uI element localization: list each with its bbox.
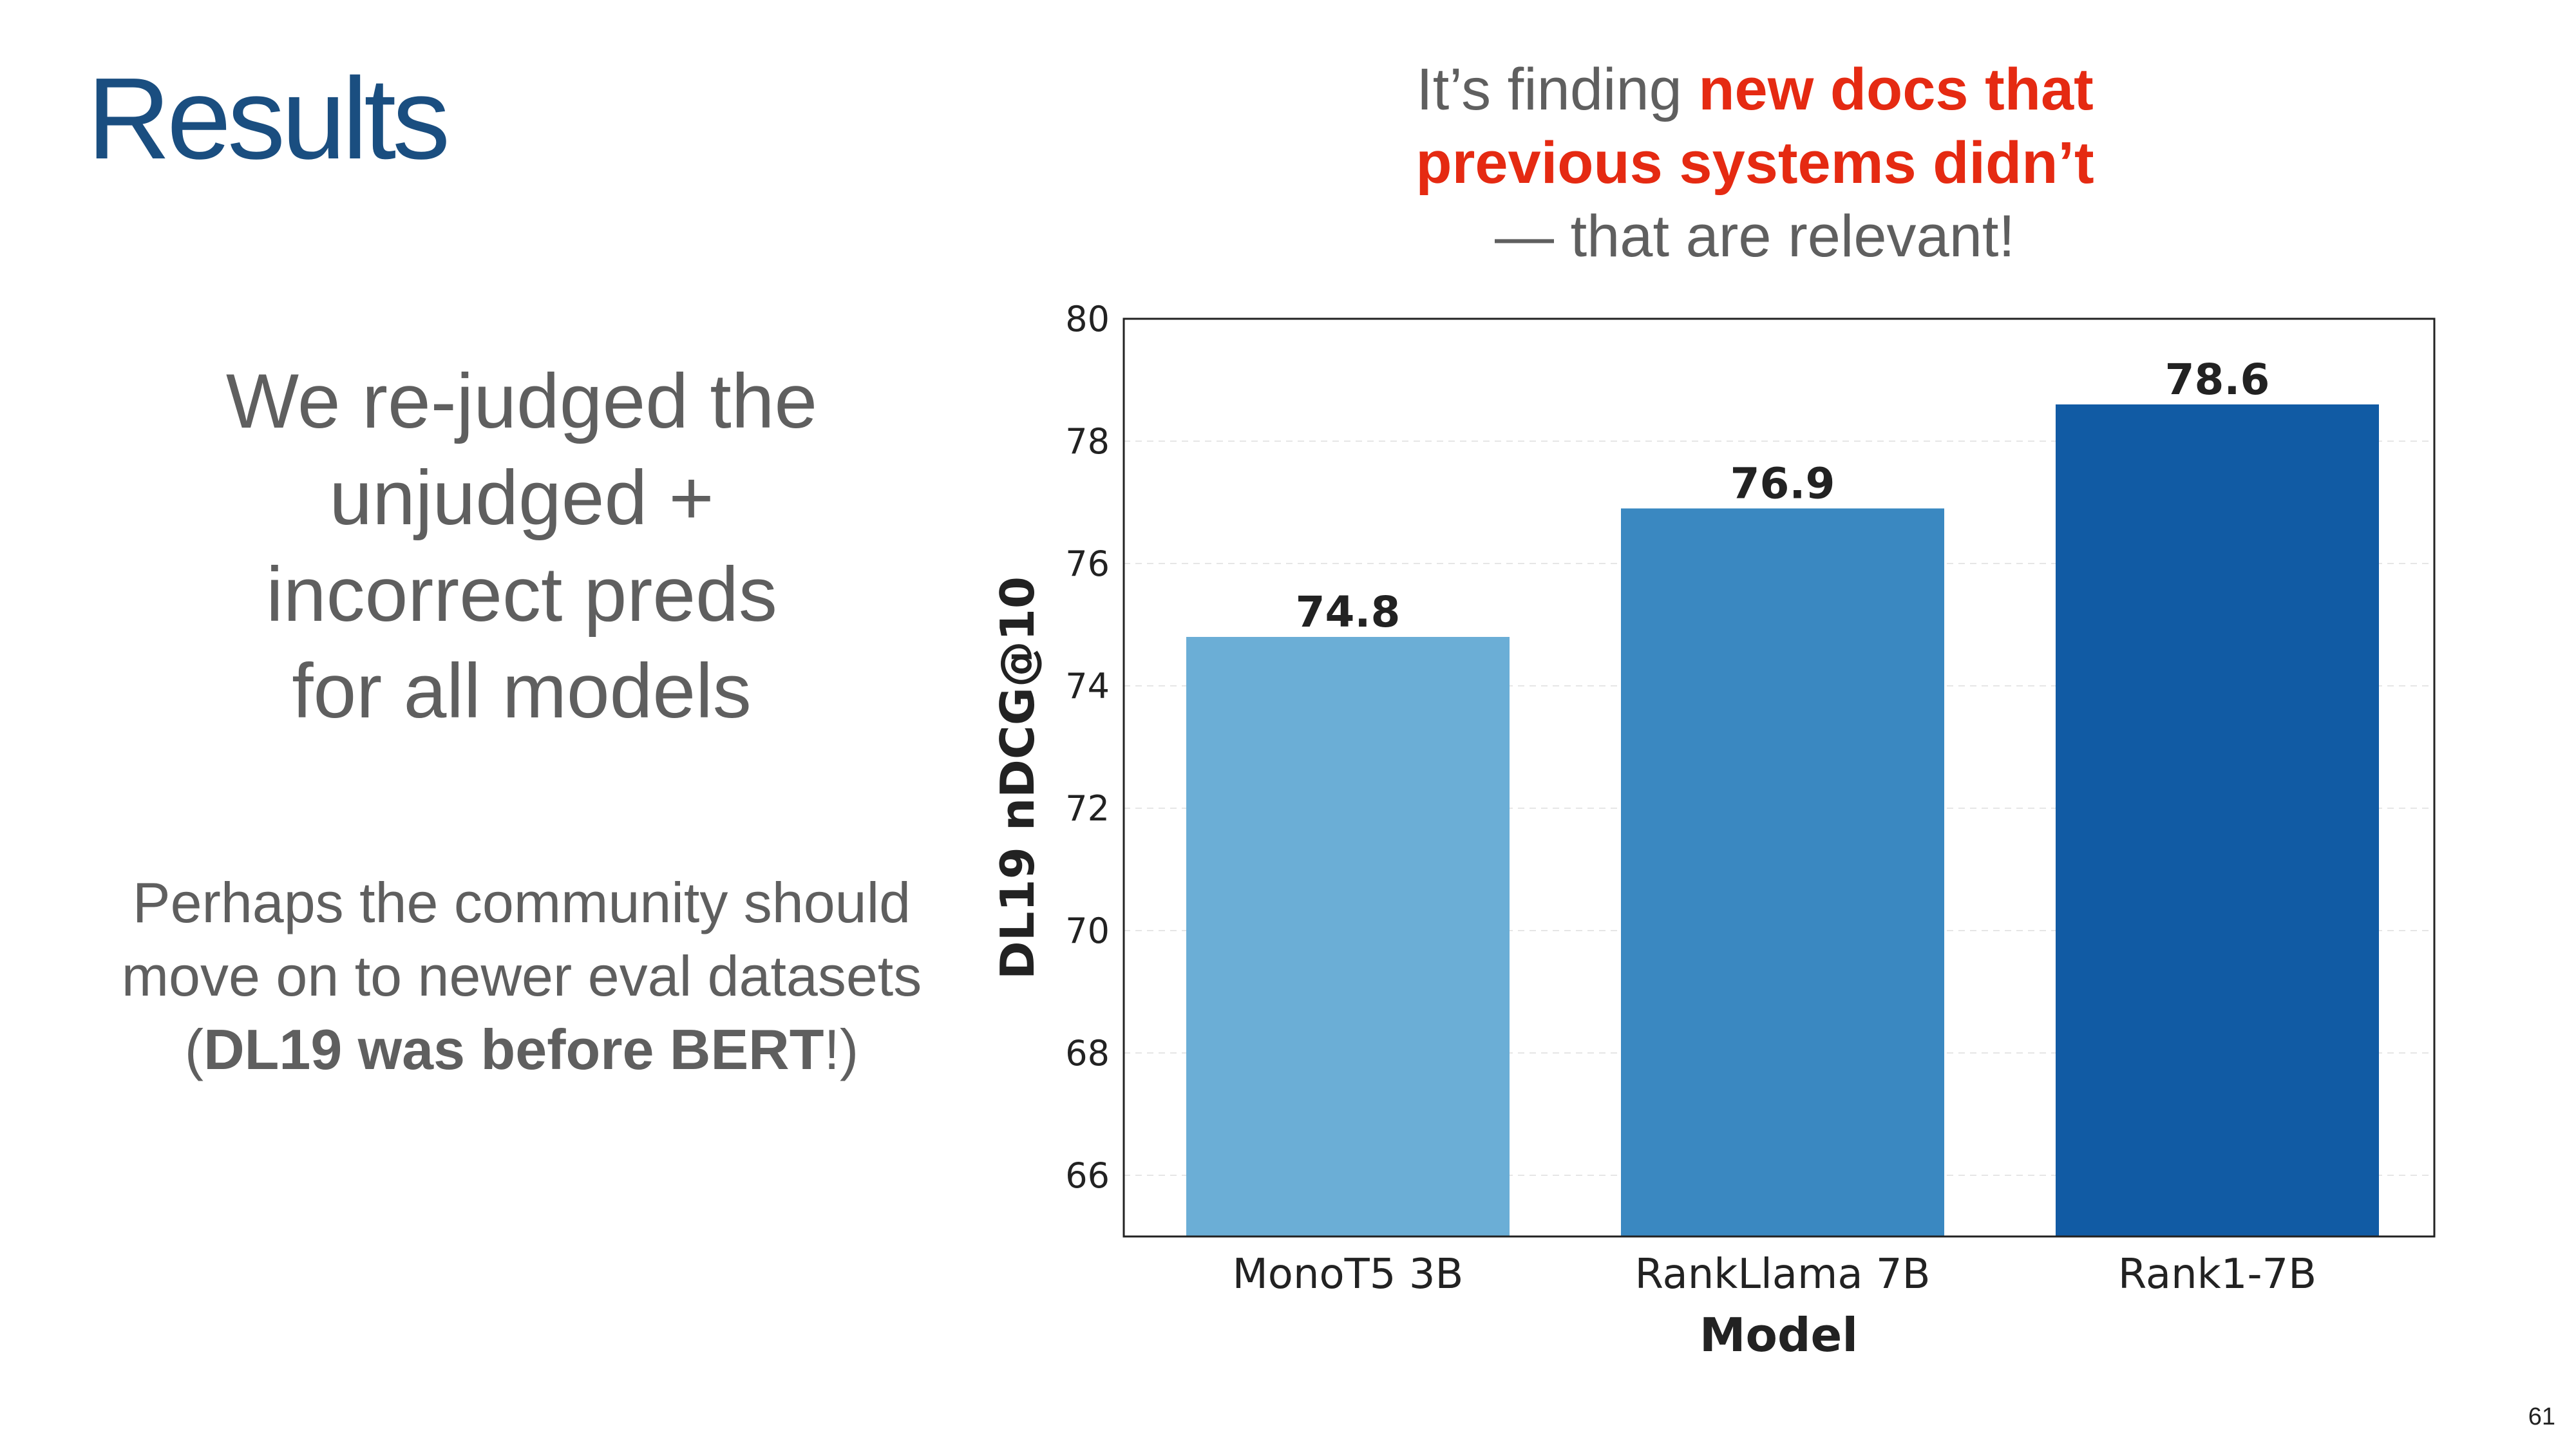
note-end: !) xyxy=(824,1018,859,1081)
callout-end: — that are relevant! xyxy=(1495,204,2015,269)
callout-text: It’s finding xyxy=(1416,57,1699,122)
x-tick-label: Rank1-7B xyxy=(2118,1251,2316,1298)
note-bold: DL19 was before BERT xyxy=(204,1018,824,1081)
bar xyxy=(1186,637,1510,1236)
chart-bars xyxy=(1186,404,2379,1236)
main-line-4: for all models xyxy=(292,648,752,734)
y-tick-label: 72 xyxy=(1065,788,1110,829)
callout: It’s finding new docs that previous syst… xyxy=(1320,53,2190,273)
main-line-2: unjudged + xyxy=(329,455,714,541)
y-tick-label: 66 xyxy=(1065,1155,1110,1196)
bar-value-label: 76.9 xyxy=(1730,459,1835,509)
note-text: Perhaps the community should move on to … xyxy=(121,871,922,1081)
y-axis-ticks: 66 68 70 72 74 76 78 80 xyxy=(1065,299,1110,1196)
y-tick-label: 78 xyxy=(1065,421,1110,462)
plot-frame xyxy=(1122,317,2436,1238)
callout-highlight: new docs that previous systems didn’t xyxy=(1416,57,2094,196)
y-tick-label: 74 xyxy=(1065,666,1110,706)
bar-value-label: 74.8 xyxy=(1296,587,1401,637)
slide-title: Results xyxy=(87,54,450,184)
community-note: Perhaps the community should move on to … xyxy=(109,866,934,1086)
x-axis-ticks: MonoT5 3B RankLlama 7B Rank1-7B xyxy=(1233,1251,2317,1298)
y-tick-label: 76 xyxy=(1065,544,1110,584)
x-tick-label: MonoT5 3B xyxy=(1233,1251,1464,1298)
bar-value-labels: 74.8 76.9 78.6 xyxy=(1296,355,2270,637)
y-tick-label: 80 xyxy=(1065,299,1110,339)
bar-value-label: 78.6 xyxy=(2165,355,2270,404)
main-statement: We re-judged the unjudged + incorrect pr… xyxy=(109,353,934,739)
y-axis-title: DL19 nDCG@10 xyxy=(990,576,1045,980)
bar xyxy=(2056,404,2379,1236)
y-tick-label: 68 xyxy=(1065,1033,1110,1074)
main-line-3: incorrect preds xyxy=(266,551,777,638)
bar xyxy=(1621,508,1944,1236)
y-tick-label: 70 xyxy=(1065,911,1110,951)
x-axis-title: Model xyxy=(1700,1308,1858,1362)
page-number: 61 xyxy=(2528,1403,2555,1430)
main-line-1: We re-judged the xyxy=(225,358,818,444)
x-tick-label: RankLlama 7B xyxy=(1634,1251,1930,1298)
